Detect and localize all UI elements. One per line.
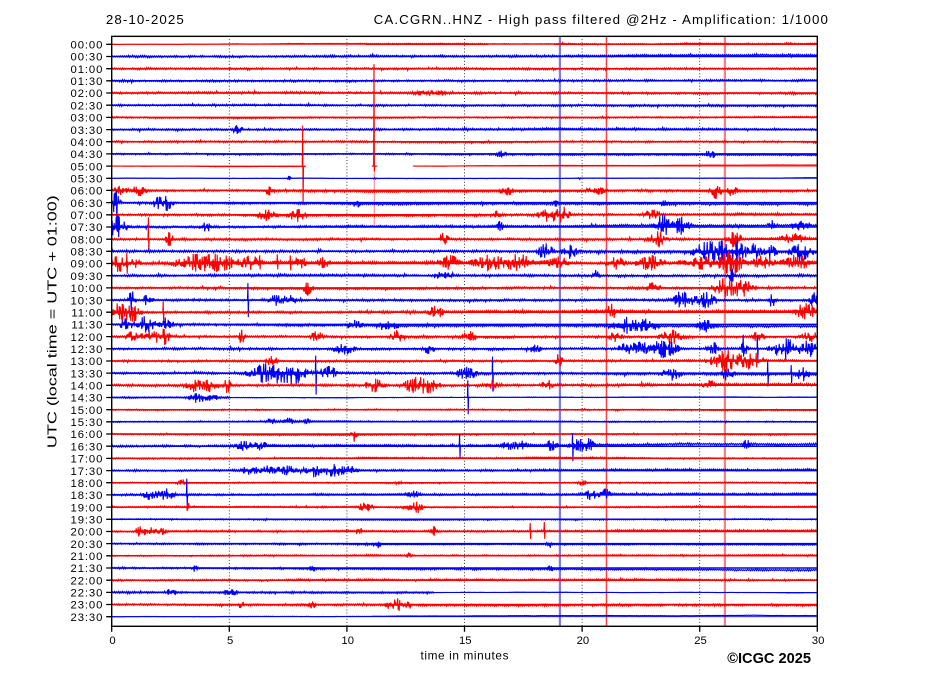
svg-text:22:30: 22:30: [71, 588, 104, 600]
svg-text:19:30: 19:30: [71, 515, 104, 527]
svg-text:09:00: 09:00: [71, 259, 104, 271]
svg-text:14:00: 14:00: [71, 381, 104, 393]
svg-text:05:00: 05:00: [71, 161, 104, 173]
svg-text:19:00: 19:00: [71, 502, 104, 514]
svg-text:17:30: 17:30: [71, 466, 104, 478]
svg-text:UTC (local time = UTC + 01:00): UTC (local time = UTC + 01:00): [46, 195, 60, 448]
svg-text:20: 20: [577, 635, 590, 647]
svg-text:14:30: 14:30: [71, 393, 104, 405]
svg-text:21:30: 21:30: [71, 563, 104, 575]
svg-text:20:00: 20:00: [71, 527, 104, 539]
svg-text:04:00: 04:00: [71, 137, 104, 149]
svg-text:05:30: 05:30: [71, 174, 104, 186]
svg-text:10:00: 10:00: [71, 283, 104, 295]
svg-text:15:00: 15:00: [71, 405, 104, 417]
svg-text:11:00: 11:00: [71, 307, 103, 319]
svg-text:06:00: 06:00: [71, 186, 104, 198]
svg-text:15: 15: [459, 635, 472, 647]
svg-text:08:30: 08:30: [71, 247, 104, 259]
svg-text:18:30: 18:30: [71, 490, 104, 502]
svg-text:18:00: 18:00: [71, 478, 104, 490]
svg-text:03:30: 03:30: [71, 125, 104, 137]
svg-text:20:30: 20:30: [71, 539, 104, 551]
svg-text:12:00: 12:00: [71, 332, 104, 344]
svg-text:©ICGC 2025: ©ICGC 2025: [727, 651, 811, 667]
svg-text:01:30: 01:30: [71, 76, 104, 88]
svg-text:13:30: 13:30: [71, 368, 104, 380]
svg-text:23:00: 23:00: [71, 600, 104, 612]
svg-text:0: 0: [109, 635, 115, 647]
svg-text:23:30: 23:30: [71, 612, 104, 624]
svg-text:01:00: 01:00: [71, 64, 104, 76]
svg-text:02:30: 02:30: [71, 100, 104, 112]
svg-text:11:30: 11:30: [71, 320, 103, 332]
svg-text:08:00: 08:00: [71, 234, 104, 246]
svg-text:22:00: 22:00: [71, 575, 104, 587]
svg-text:10:30: 10:30: [71, 295, 104, 307]
svg-text:30: 30: [812, 635, 825, 647]
svg-text:06:30: 06:30: [71, 198, 104, 210]
svg-text:17:00: 17:00: [71, 454, 104, 466]
svg-text:16:30: 16:30: [71, 441, 104, 453]
svg-text:07:30: 07:30: [71, 222, 104, 234]
svg-text:21:00: 21:00: [71, 551, 104, 563]
svg-text:04:30: 04:30: [71, 149, 104, 161]
svg-text:09:30: 09:30: [71, 271, 104, 283]
svg-text:03:00: 03:00: [71, 113, 104, 125]
svg-text:16:00: 16:00: [71, 429, 104, 441]
svg-text:10: 10: [341, 635, 354, 647]
svg-text:time in minutes: time in minutes: [420, 649, 509, 663]
svg-text:07:00: 07:00: [71, 210, 104, 222]
svg-text:02:00: 02:00: [71, 88, 104, 100]
svg-text:5: 5: [227, 635, 233, 647]
svg-text:00:00: 00:00: [71, 40, 104, 52]
svg-text:28-10-2025: 28-10-2025: [106, 12, 185, 27]
svg-text:13:00: 13:00: [71, 356, 104, 368]
svg-text:00:30: 00:30: [71, 52, 104, 64]
svg-text:25: 25: [694, 635, 707, 647]
svg-text:CA.CGRN..HNZ - High pass filte: CA.CGRN..HNZ - High pass filtered @2Hz -…: [374, 12, 829, 27]
svg-text:12:30: 12:30: [71, 344, 104, 356]
svg-text:15:30: 15:30: [71, 417, 104, 429]
